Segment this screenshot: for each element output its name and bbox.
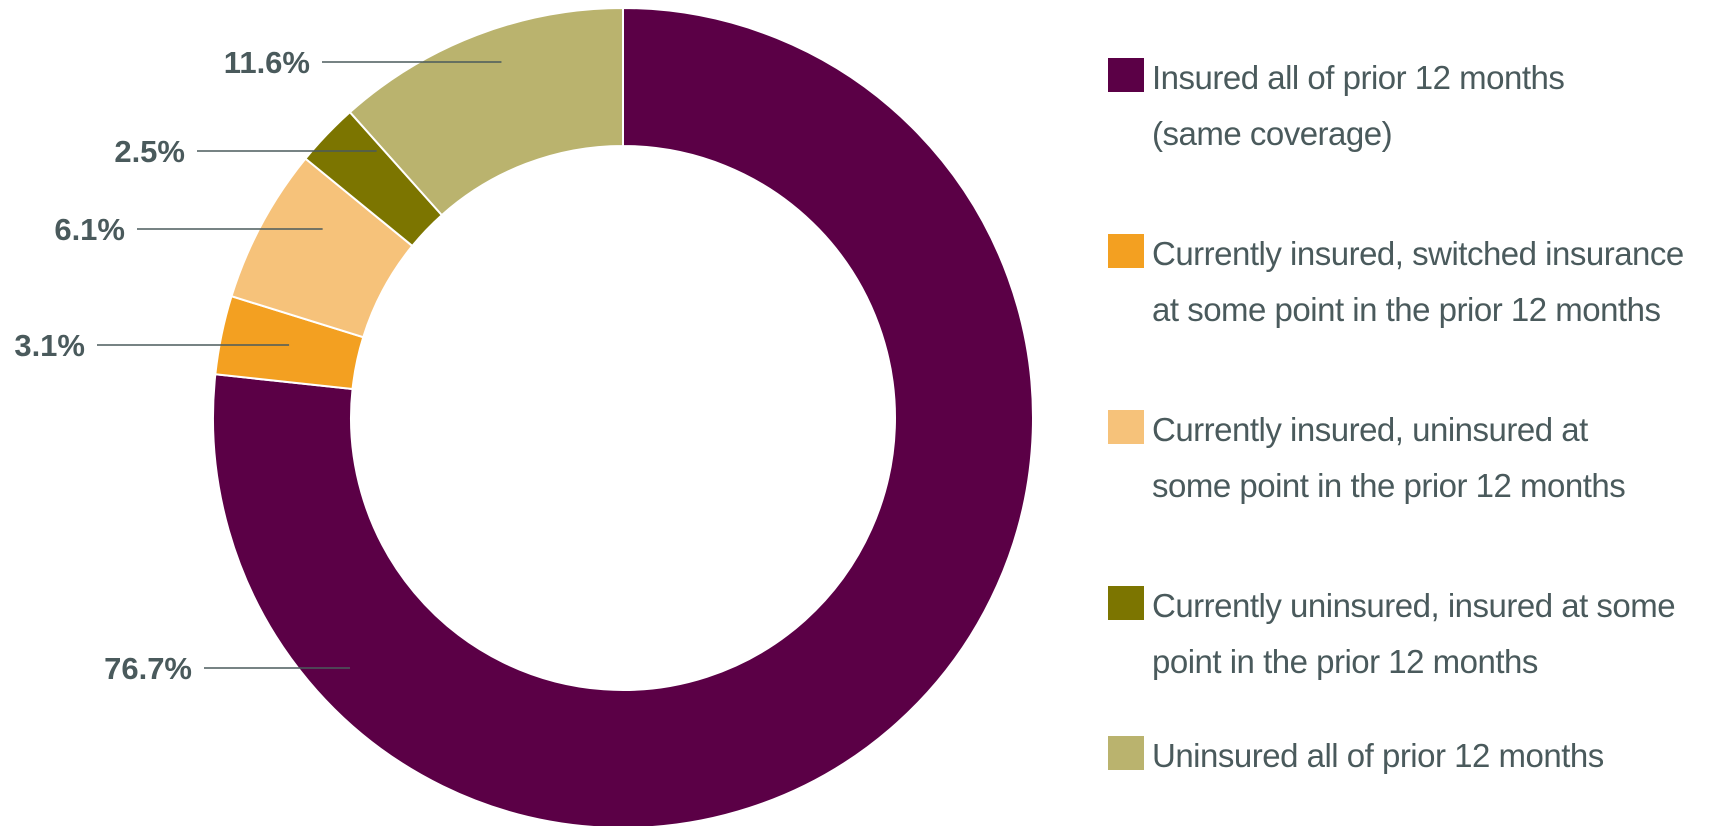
leader-line-group (97, 61, 502, 669)
legend-label-line1: Currently insured, switched insurance (1152, 235, 1684, 272)
legend-label-line1: Currently uninsured, insured at some (1152, 587, 1676, 624)
percent-label: 2.5% (114, 134, 185, 169)
legend-label: Uninsured all of prior 12 months (1152, 728, 1708, 784)
legend-swatch (1108, 586, 1144, 620)
legend-label-line2: (same coverage) (1152, 115, 1393, 152)
legend-label: Currently uninsured, insured at some poi… (1152, 578, 1708, 690)
legend-label: Currently insured, switched insurance at… (1152, 226, 1708, 338)
legend-label-line1: Uninsured all of prior 12 months (1152, 737, 1604, 774)
legend-label-line2: at some point in the prior 12 months (1152, 291, 1661, 328)
legend-swatch (1108, 736, 1144, 770)
slice-group (212, 6, 1034, 826)
slice-insured-all-of-prior-12-months-same-cove (212, 6, 1034, 826)
legend-label-line2: some point in the prior 12 months (1152, 467, 1626, 504)
percent-label: 3.1% (14, 328, 85, 363)
percent-label: 11.6% (224, 45, 310, 80)
percent-label: 6.1% (54, 212, 125, 247)
legend-swatch (1108, 58, 1144, 92)
legend-label-line1: Currently insured, uninsured at (1152, 411, 1588, 448)
legend-label: Currently insured, uninsured at some poi… (1152, 402, 1708, 514)
percent-label-group: 76.7% 3.1% 6.1% 2.5% 11.6% (14, 45, 310, 686)
legend-label: Insured all of prior 12 months (same cov… (1152, 50, 1708, 162)
legend-swatch (1108, 410, 1144, 444)
legend-swatch (1108, 234, 1144, 268)
legend-label-line2: point in the prior 12 months (1152, 643, 1538, 680)
percent-label: 76.7% (104, 651, 192, 686)
slice-uninsured-all-of-prior-12-months (348, 6, 624, 217)
legend-label-line1: Insured all of prior 12 months (1152, 59, 1565, 96)
